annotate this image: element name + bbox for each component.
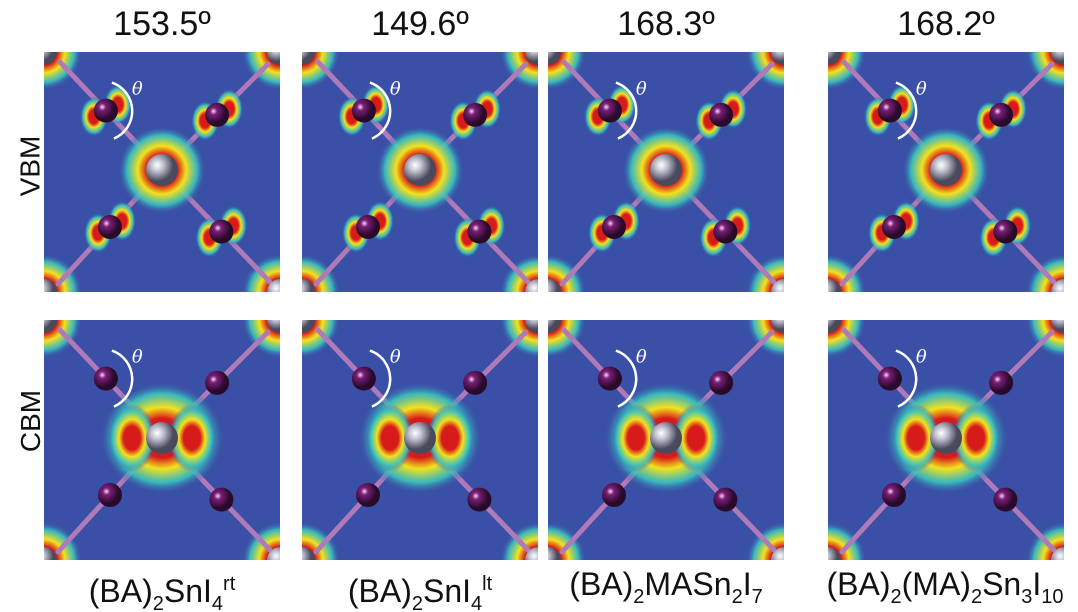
panel-vbm-3: θ [548,52,784,292]
theta-label: θ [390,347,401,368]
angle-arc [615,81,638,140]
theta-label: θ [390,79,401,100]
tin-atom-center [930,154,962,186]
cbm-density-map-2: θ [302,320,538,560]
formula-label-4: (BA)2(MA)2Sn3I10 [826,566,1064,608]
iodine-atom-3 [98,483,122,507]
angle-header-4: 168.2º [897,5,995,43]
iodine-atom-3 [602,215,626,239]
iodine-atom-3 [882,215,906,239]
angle-header-2: 149.6º [371,5,469,43]
angle-arc [111,81,134,140]
angle-arc [369,81,392,140]
iodine-atom-4 [467,219,492,244]
angle-arc [895,81,918,140]
iodine-atom-2 [205,102,230,127]
cbm-density-map-3: θ [548,320,784,560]
tin-atom-center [650,422,682,454]
angle-arc [111,349,134,408]
theta-label: θ [636,79,647,100]
iodine-atom-1 [877,366,902,391]
angle-arc [615,349,638,408]
iodine-atom-2 [205,370,230,395]
row-label-vbm: VBM [14,135,46,197]
theta-label: θ [636,347,647,368]
theta-label: θ [916,79,927,100]
cbm-density-map-1: θ [44,320,280,560]
angle-header-1: 153.5º [113,5,211,43]
theta-label: θ [916,347,927,368]
angle-arc [369,349,392,408]
vbm-density-map-2: θ [302,52,538,292]
vbm-density-map-1: θ [44,52,280,292]
panel-cbm-1: θ [44,320,280,560]
panel-vbm-4: θ [828,52,1064,292]
iodine-atom-3 [602,483,626,507]
panel-cbm-4: θ [828,320,1064,560]
vbm-density-map-3: θ [548,52,784,292]
panel-cbm-2: θ [302,320,538,560]
tin-atom-center [650,154,682,186]
iodine-atom-4 [467,487,492,512]
iodine-atom-3 [356,215,380,239]
iodine-atom-1 [351,366,376,391]
iodine-atom-3 [356,483,380,507]
iodine-atom-3 [98,215,122,239]
vbm-density-map-4: θ [828,52,1064,292]
iodine-atom-1 [351,98,376,123]
tin-atom-center [146,422,178,454]
iodine-atom-1 [877,98,902,123]
formula-label-2: (BA)2SnI4lt [347,573,493,612]
iodine-atom-4 [713,219,738,244]
row-label-cbm: CBM [15,389,47,453]
panel-cbm-3: θ [548,320,784,560]
angle-arc [895,349,918,408]
tin-atom-center [404,422,436,454]
theta-label: θ [132,347,143,368]
iodine-atom-4 [993,219,1018,244]
iodine-atom-2 [709,370,734,395]
formula-label-1: (BA)2SnI4rt [88,573,236,612]
iodine-atom-2 [463,370,488,395]
tin-atom-center [404,154,436,186]
formula-label-3: (BA)2MASn2I7 [569,566,763,608]
iodine-atom-2 [989,370,1014,395]
iodine-atom-4 [713,487,738,512]
iodine-atom-1 [597,98,622,123]
iodine-atom-4 [209,487,234,512]
iodine-atom-2 [989,102,1014,127]
panel-vbm-1: θ [44,52,280,292]
iodine-atom-1 [93,98,118,123]
iodine-atom-3 [882,483,906,507]
iodine-atom-4 [209,219,234,244]
theta-label: θ [132,79,143,100]
tin-atom-center [930,422,962,454]
cbm-density-map-4: θ [828,320,1064,560]
angle-header-3: 168.3º [617,5,715,43]
iodine-atom-4 [993,487,1018,512]
iodine-atom-2 [463,102,488,127]
iodine-atom-1 [597,366,622,391]
panel-vbm-2: θ [302,52,538,292]
tin-atom-center [146,154,178,186]
iodine-atom-1 [93,366,118,391]
iodine-atom-2 [709,102,734,127]
